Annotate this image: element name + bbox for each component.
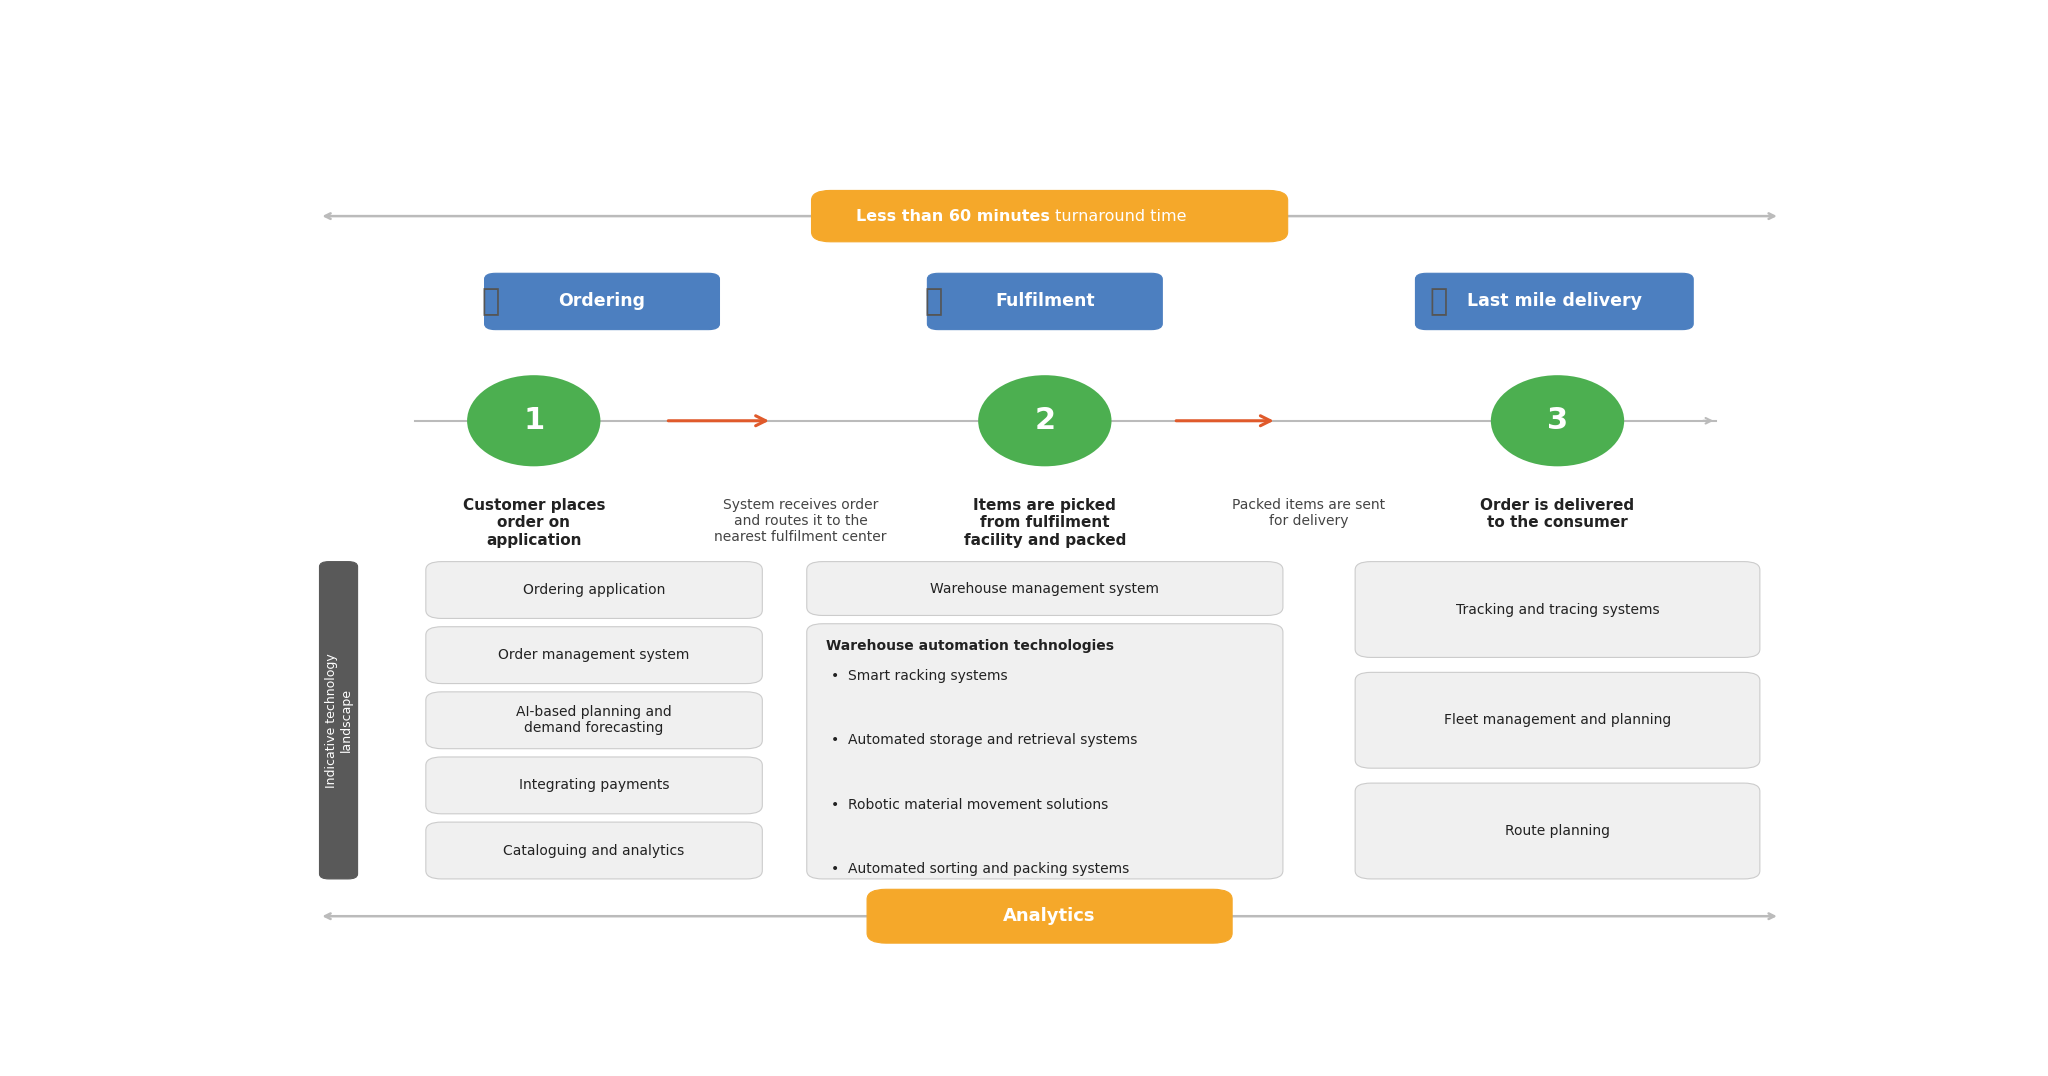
- Text: Order management system: Order management system: [498, 648, 690, 662]
- FancyBboxPatch shape: [928, 273, 1163, 329]
- FancyBboxPatch shape: [807, 562, 1282, 615]
- Text: 🚚: 🚚: [1430, 287, 1448, 316]
- Text: Fulfilment: Fulfilment: [995, 293, 1094, 311]
- Text: Route planning: Route planning: [1505, 824, 1610, 838]
- Text: System receives order
and routes it to the
nearest fulfilment center: System receives order and routes it to t…: [715, 498, 887, 544]
- Text: •  Smart racking systems: • Smart racking systems: [831, 669, 1008, 683]
- FancyBboxPatch shape: [426, 822, 762, 879]
- Text: 1: 1: [522, 407, 545, 436]
- Text: Indicative technology
landscape: Indicative technology landscape: [324, 653, 352, 788]
- Text: 2: 2: [1034, 407, 1055, 436]
- Text: Warehouse management system: Warehouse management system: [930, 581, 1159, 595]
- FancyBboxPatch shape: [426, 626, 762, 683]
- Ellipse shape: [467, 376, 600, 466]
- FancyBboxPatch shape: [319, 562, 358, 879]
- FancyBboxPatch shape: [485, 273, 719, 329]
- Ellipse shape: [979, 376, 1112, 466]
- Text: Last mile delivery: Last mile delivery: [1466, 293, 1642, 311]
- Text: •  Automated storage and retrieval systems: • Automated storage and retrieval system…: [831, 733, 1137, 748]
- Text: Cataloguing and analytics: Cataloguing and analytics: [504, 844, 684, 858]
- Text: Warehouse automation technologies: Warehouse automation technologies: [825, 639, 1114, 653]
- Text: Packed items are sent
for delivery: Packed items are sent for delivery: [1231, 498, 1384, 528]
- Text: •  Robotic material movement solutions: • Robotic material movement solutions: [831, 797, 1108, 811]
- Text: 🏠: 🏠: [924, 287, 942, 316]
- Text: Integrating payments: Integrating payments: [518, 778, 670, 792]
- FancyBboxPatch shape: [426, 562, 762, 619]
- Text: 📱: 📱: [481, 287, 500, 316]
- FancyBboxPatch shape: [807, 624, 1282, 879]
- Text: Analytics: Analytics: [1004, 907, 1096, 925]
- Text: Ordering: Ordering: [559, 293, 645, 311]
- Text: Customer places
order on
application: Customer places order on application: [463, 498, 604, 548]
- Text: •  Automated sorting and packing systems: • Automated sorting and packing systems: [831, 862, 1128, 876]
- Text: Ordering application: Ordering application: [522, 583, 666, 597]
- FancyBboxPatch shape: [1356, 672, 1759, 768]
- FancyBboxPatch shape: [1356, 562, 1759, 657]
- Text: Less than 60 minutes: Less than 60 minutes: [856, 209, 1049, 224]
- FancyBboxPatch shape: [426, 692, 762, 749]
- Text: turnaround time: turnaround time: [1049, 209, 1186, 224]
- FancyBboxPatch shape: [426, 758, 762, 813]
- FancyBboxPatch shape: [811, 190, 1288, 242]
- Text: Order is delivered
to the consumer: Order is delivered to the consumer: [1481, 498, 1634, 530]
- Text: 3: 3: [1546, 407, 1569, 436]
- Text: Fleet management and planning: Fleet management and planning: [1444, 713, 1671, 727]
- Ellipse shape: [1491, 376, 1624, 466]
- FancyBboxPatch shape: [1356, 783, 1759, 879]
- FancyBboxPatch shape: [1415, 273, 1694, 329]
- Text: Items are picked
from fulfilment
facility and packed: Items are picked from fulfilment facilit…: [965, 498, 1126, 548]
- Text: Tracking and tracing systems: Tracking and tracing systems: [1456, 603, 1659, 617]
- Text: AI-based planning and
demand forecasting: AI-based planning and demand forecasting: [516, 705, 672, 735]
- FancyBboxPatch shape: [866, 889, 1233, 944]
